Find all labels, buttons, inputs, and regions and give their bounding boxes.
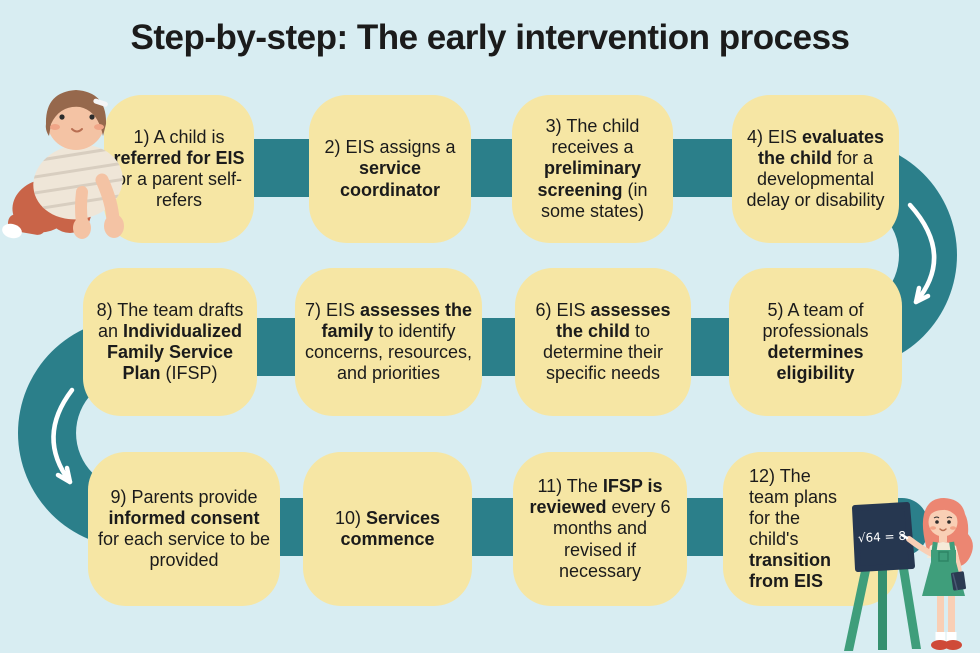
page-title: Step-by-step: The early intervention pro…: [130, 18, 850, 57]
girl-dress-bodice: [931, 550, 956, 564]
step-box-1: 1) A child is referred for EIS or a pare…: [104, 95, 254, 243]
girl-chalkboard-illustration: √64 = 8: [844, 498, 973, 651]
step-box-12: 12) The team plans for the child's trans…: [723, 452, 898, 606]
baby-illustration: [2, 90, 130, 239]
step-box-11: 11) The IFSP is reviewed every 6 months …: [513, 452, 687, 606]
step-box-7: 7) EIS assesses the family to identify c…: [295, 268, 482, 416]
girl-face: [928, 507, 958, 537]
step-box-6: 6) EIS assesses the child to determine t…: [515, 268, 691, 416]
girl-sock: [946, 632, 957, 642]
step-box-9: 9) Parents provide informed consent for …: [88, 452, 280, 606]
step-box-8: 8) The team drafts an Individualized Fam…: [83, 268, 257, 416]
baby-hand: [104, 214, 124, 238]
easel-leg: [898, 562, 921, 649]
step-box-4: 4) EIS evaluates the child for a develop…: [732, 95, 899, 243]
easel-leg: [844, 566, 871, 651]
chalkboard-formula: √64 = 8: [858, 529, 907, 546]
chalkboard: [852, 502, 915, 572]
girl-shoe: [931, 640, 949, 650]
baby-hair-clip: [93, 98, 108, 107]
baby-hand: [73, 217, 91, 239]
girl-shoe: [944, 640, 962, 650]
step-box-3: 3) The child receives a preliminary scre…: [512, 95, 673, 243]
step-box-2: 2) EIS assigns a service coordinator: [309, 95, 471, 243]
easel-leg: [878, 570, 887, 650]
step-box-5: 5) A team of professionals determines el…: [729, 268, 902, 416]
book: [950, 571, 966, 591]
girl-sock: [935, 632, 946, 642]
baby-sock: [2, 223, 22, 239]
chalk: [900, 533, 909, 540]
baby-hair: [45, 90, 107, 136]
step-box-10: 10) Services commence: [303, 452, 472, 606]
